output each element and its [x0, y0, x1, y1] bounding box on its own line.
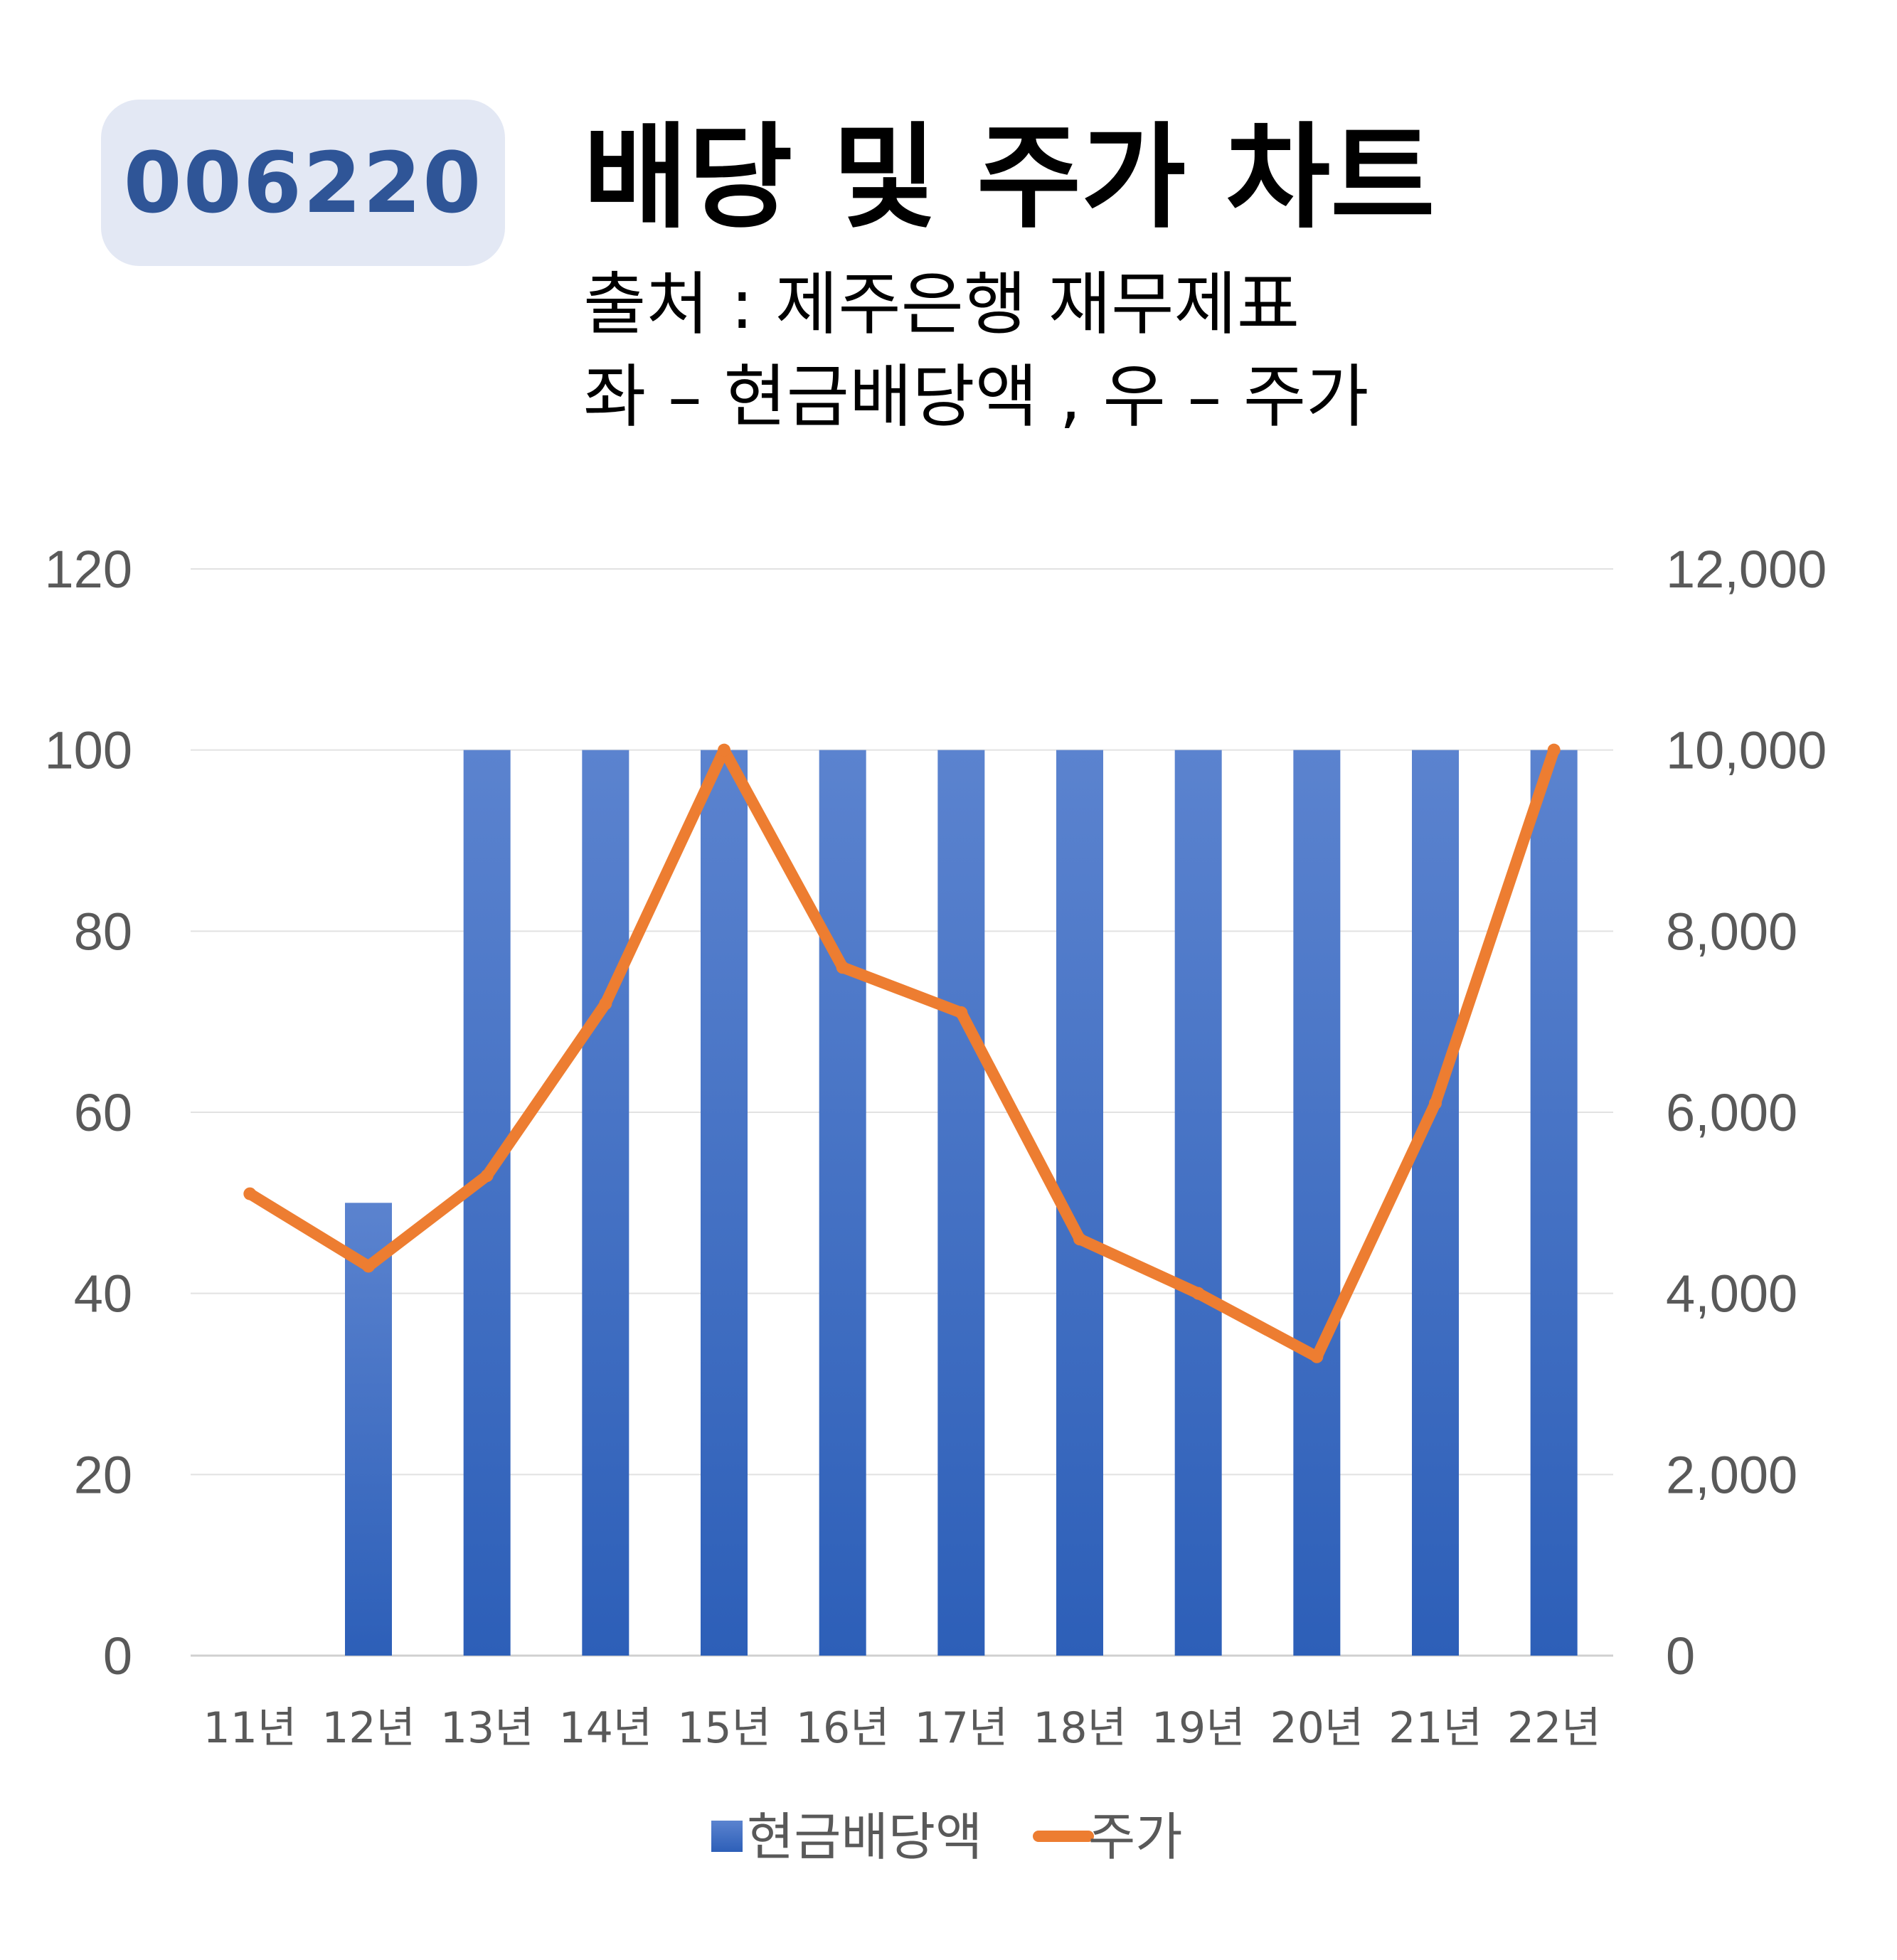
bar [463, 750, 511, 1656]
x-tick: 21년 [1388, 1703, 1482, 1753]
x-tick: 11년 [203, 1703, 297, 1753]
y-right-tick: 2,000 [1666, 1445, 1797, 1504]
y-right-tick: 12,000 [1666, 540, 1827, 599]
bar [819, 750, 866, 1656]
y-left-tick: 80 [74, 902, 132, 961]
y-left-tick: 0 [103, 1626, 132, 1685]
price-point [599, 997, 612, 1011]
x-tick: 13년 [440, 1703, 534, 1753]
price-point [1310, 1350, 1324, 1363]
y-right-tick: 10,000 [1666, 721, 1827, 780]
x-tick: 15년 [677, 1703, 771, 1753]
price-point [1547, 743, 1561, 757]
y-right-tick: 0 [1666, 1626, 1695, 1685]
x-tick: 20년 [1270, 1703, 1364, 1753]
y-right-tick: 8,000 [1666, 902, 1797, 961]
legend-line-label: 주가 [1088, 1807, 1182, 1867]
x-tick: 18년 [1033, 1703, 1127, 1753]
axis-ticks: 0 0 20 2,000 40 4,000 60 6,000 80 8,000 100 10,000 1… [45, 540, 1827, 1753]
x-tick: 19년 [1152, 1703, 1245, 1753]
y-left-tick: 120 [45, 540, 132, 599]
bar [1293, 750, 1341, 1656]
bar [1530, 750, 1578, 1656]
x-tick: 17년 [915, 1703, 1009, 1753]
bar [1412, 750, 1459, 1656]
bar-series [345, 750, 1578, 1656]
price-point [1073, 1232, 1086, 1246]
legend: 현금배당액 주가 [711, 1807, 1182, 1867]
legend-bar-swatch [711, 1821, 743, 1852]
y-left-tick: 20 [74, 1445, 132, 1504]
price-point [1429, 1097, 1442, 1110]
chart-title: 배당 및 주가 차트 [583, 111, 1435, 244]
x-tick: 22년 [1507, 1703, 1601, 1753]
x-tick: 16년 [796, 1703, 890, 1753]
bar [937, 750, 985, 1656]
gridlines [191, 568, 1613, 1657]
y-left-tick: 100 [45, 721, 132, 780]
chart-axis-note: 좌 – 현금배당액 , 우 – 주가 [583, 357, 1369, 437]
ticker-badge: 006220 [101, 100, 505, 266]
price-point [836, 961, 849, 974]
price-point [1191, 1287, 1205, 1300]
bar [582, 750, 629, 1656]
price-point [243, 1187, 257, 1200]
line-series [243, 743, 1561, 1363]
y-right-tick: 4,000 [1666, 1264, 1797, 1323]
price-line [244, 744, 1560, 1363]
legend-bar-label: 현금배당액 [747, 1807, 982, 1867]
bar [701, 750, 748, 1656]
chart-source: 출처 : 제주은행 재무제표 [583, 265, 1300, 344]
ticker-code: 006220 [123, 134, 483, 232]
y-left-tick: 40 [74, 1264, 132, 1323]
y-right-tick: 6,000 [1666, 1083, 1797, 1142]
y-left-tick: 60 [74, 1083, 132, 1142]
bar [1174, 750, 1222, 1656]
x-tick: 12년 [322, 1703, 415, 1753]
x-tick: 14년 [559, 1703, 653, 1753]
price-point [480, 1169, 494, 1183]
price-point [362, 1259, 375, 1273]
price-point [718, 743, 730, 757]
bar [345, 1203, 392, 1656]
price-point [955, 1006, 968, 1019]
